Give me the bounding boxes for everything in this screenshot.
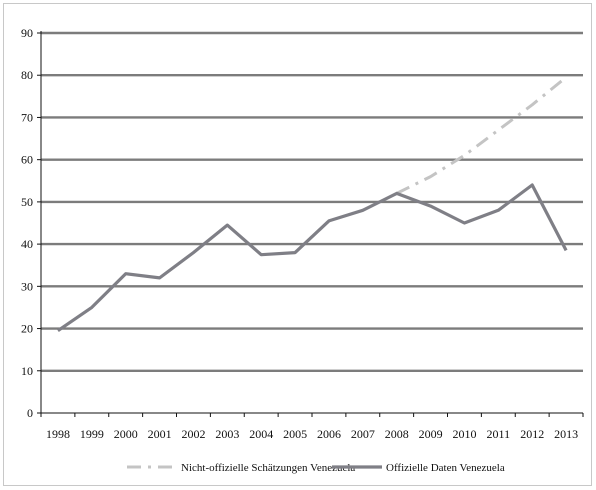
series-lines <box>56 76 568 333</box>
x-tick-label: 1999 <box>80 427 104 441</box>
grid-lines <box>41 31 583 372</box>
x-tick-label: 2012 <box>520 427 544 441</box>
x-tick-label: 2000 <box>114 427 138 441</box>
series-line-official <box>56 183 568 333</box>
x-tick-label: 2009 <box>419 427 443 441</box>
y-tick-label: 20 <box>21 322 33 336</box>
x-tick-label: 2010 <box>452 427 476 441</box>
x-tick-label: 2005 <box>283 427 307 441</box>
x-tick-label: 2007 <box>351 427 375 441</box>
x-tick-label: 1998 <box>46 427 70 441</box>
y-tick-label: 90 <box>21 26 33 40</box>
legend-label-official: Offizielle Daten Venezuela <box>386 462 505 474</box>
x-tick-label: 2008 <box>385 427 409 441</box>
axes <box>37 31 584 417</box>
y-tick-label: 50 <box>21 195 33 209</box>
y-tick-label: 30 <box>21 279 33 293</box>
x-axis-ticks: 1998 1999 2000 2001 2002 2003 2004 2005 2006 2007… <box>46 427 578 441</box>
legend: Nicht-offizielle Schätzungen Venezuela O… <box>127 462 505 474</box>
x-tick-label: 2006 <box>317 427 341 441</box>
x-tick-label: 2001 <box>148 427 172 441</box>
legend-label-estimates: Nicht-offizielle Schätzungen Venezuela <box>181 462 355 474</box>
x-tick-label: 2002 <box>181 427 205 441</box>
y-tick-label: 0 <box>27 406 33 420</box>
y-tick-label: 10 <box>21 364 33 378</box>
x-tick-label: 2011 <box>487 427 511 441</box>
y-axis-ticks: 0 10 20 30 40 50 60 70 80 90 <box>21 26 33 420</box>
x-tick-label: 2004 <box>249 427 273 441</box>
y-tick-label: 40 <box>21 237 33 251</box>
x-tick-label: 2003 <box>215 427 239 441</box>
y-tick-label: 80 <box>21 68 33 82</box>
series-line-estimates <box>396 76 568 195</box>
x-tick-label: 2013 <box>554 427 578 441</box>
y-tick-label: 70 <box>21 110 33 124</box>
y-tick-label: 60 <box>21 153 33 167</box>
